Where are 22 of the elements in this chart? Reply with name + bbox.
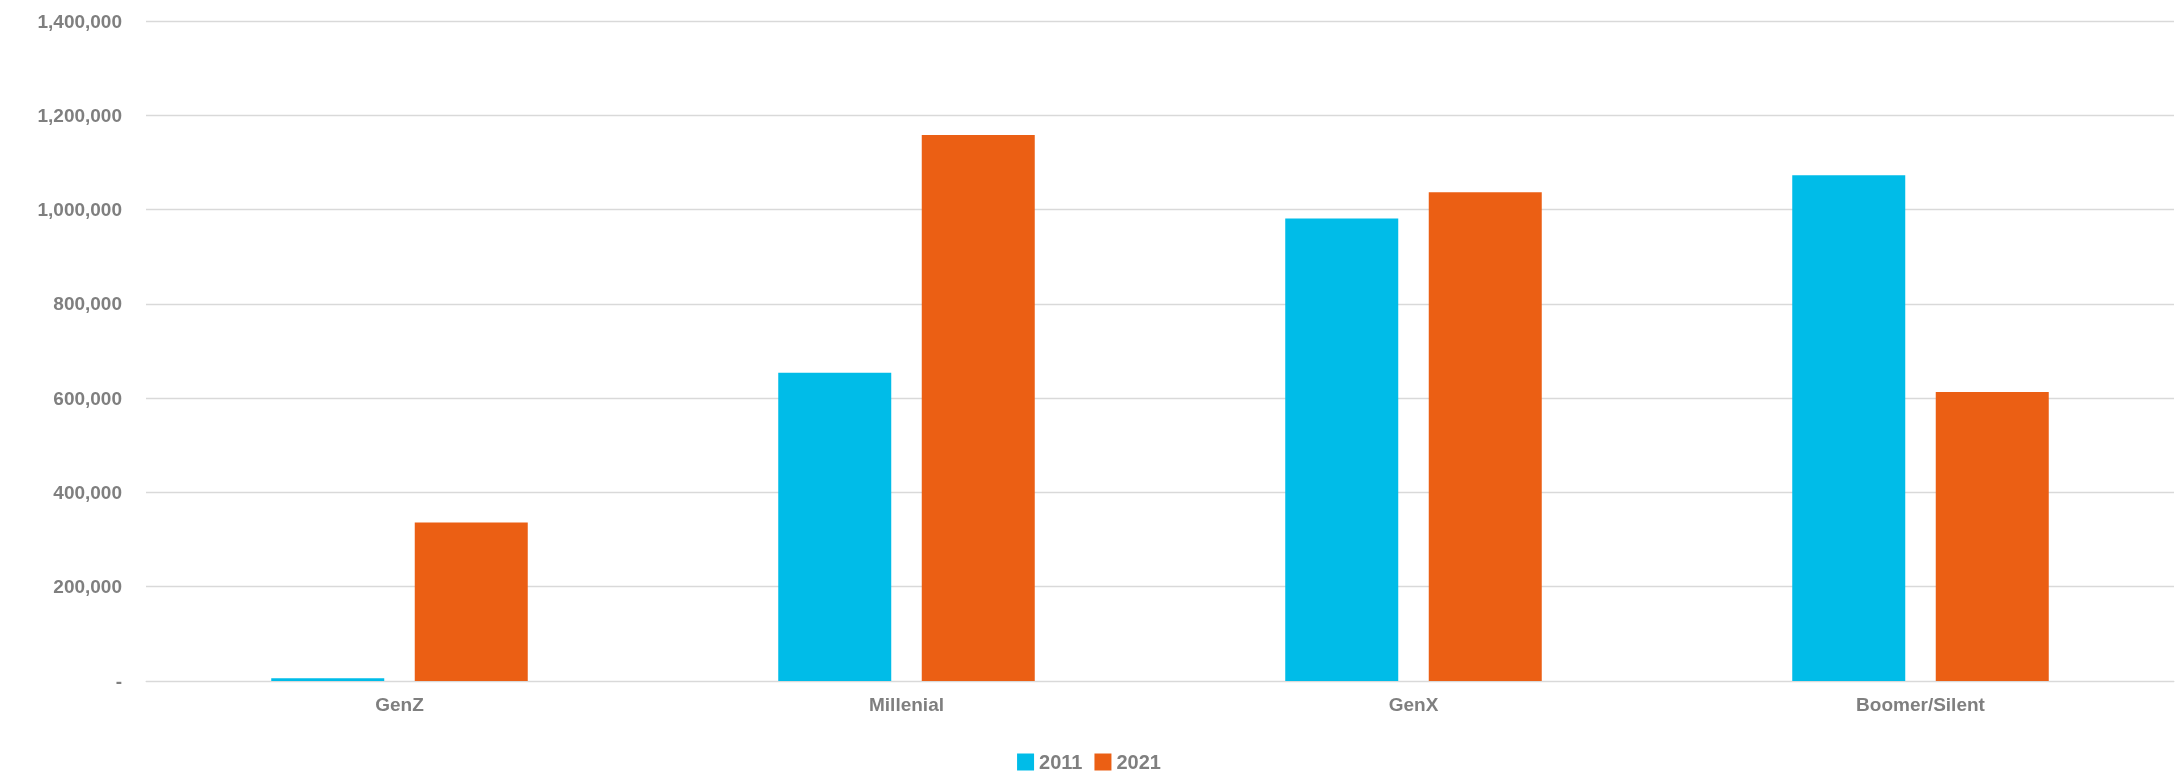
bar bbox=[778, 372, 892, 681]
bar bbox=[271, 678, 385, 681]
x-tick-label: GenX bbox=[1388, 694, 1439, 715]
bar bbox=[1792, 175, 1906, 681]
y-tick-label: 1,200,000 bbox=[37, 104, 122, 126]
x-tick-label: Millenial bbox=[869, 694, 944, 715]
y-tick-label: 200,000 bbox=[53, 576, 122, 598]
bar bbox=[921, 135, 1035, 681]
y-tick-label: 1,000,000 bbox=[37, 199, 122, 221]
y-tick-label: 400,000 bbox=[53, 481, 122, 503]
y-tick-label: 800,000 bbox=[53, 293, 122, 315]
bar bbox=[1935, 392, 2049, 681]
x-tick-label: Boomer/Silent bbox=[1856, 694, 1986, 715]
bar bbox=[1428, 192, 1542, 681]
legend-label: 2011 bbox=[1039, 751, 1083, 773]
bar bbox=[1285, 218, 1399, 681]
x-tick-label: GenZ bbox=[375, 694, 425, 715]
y-tick-label: - bbox=[115, 670, 122, 692]
bar bbox=[414, 522, 528, 681]
y-tick-label: 1,400,000 bbox=[37, 10, 122, 32]
y-tick-label: 600,000 bbox=[53, 387, 122, 409]
legend-label: 2021 bbox=[1116, 751, 1161, 773]
